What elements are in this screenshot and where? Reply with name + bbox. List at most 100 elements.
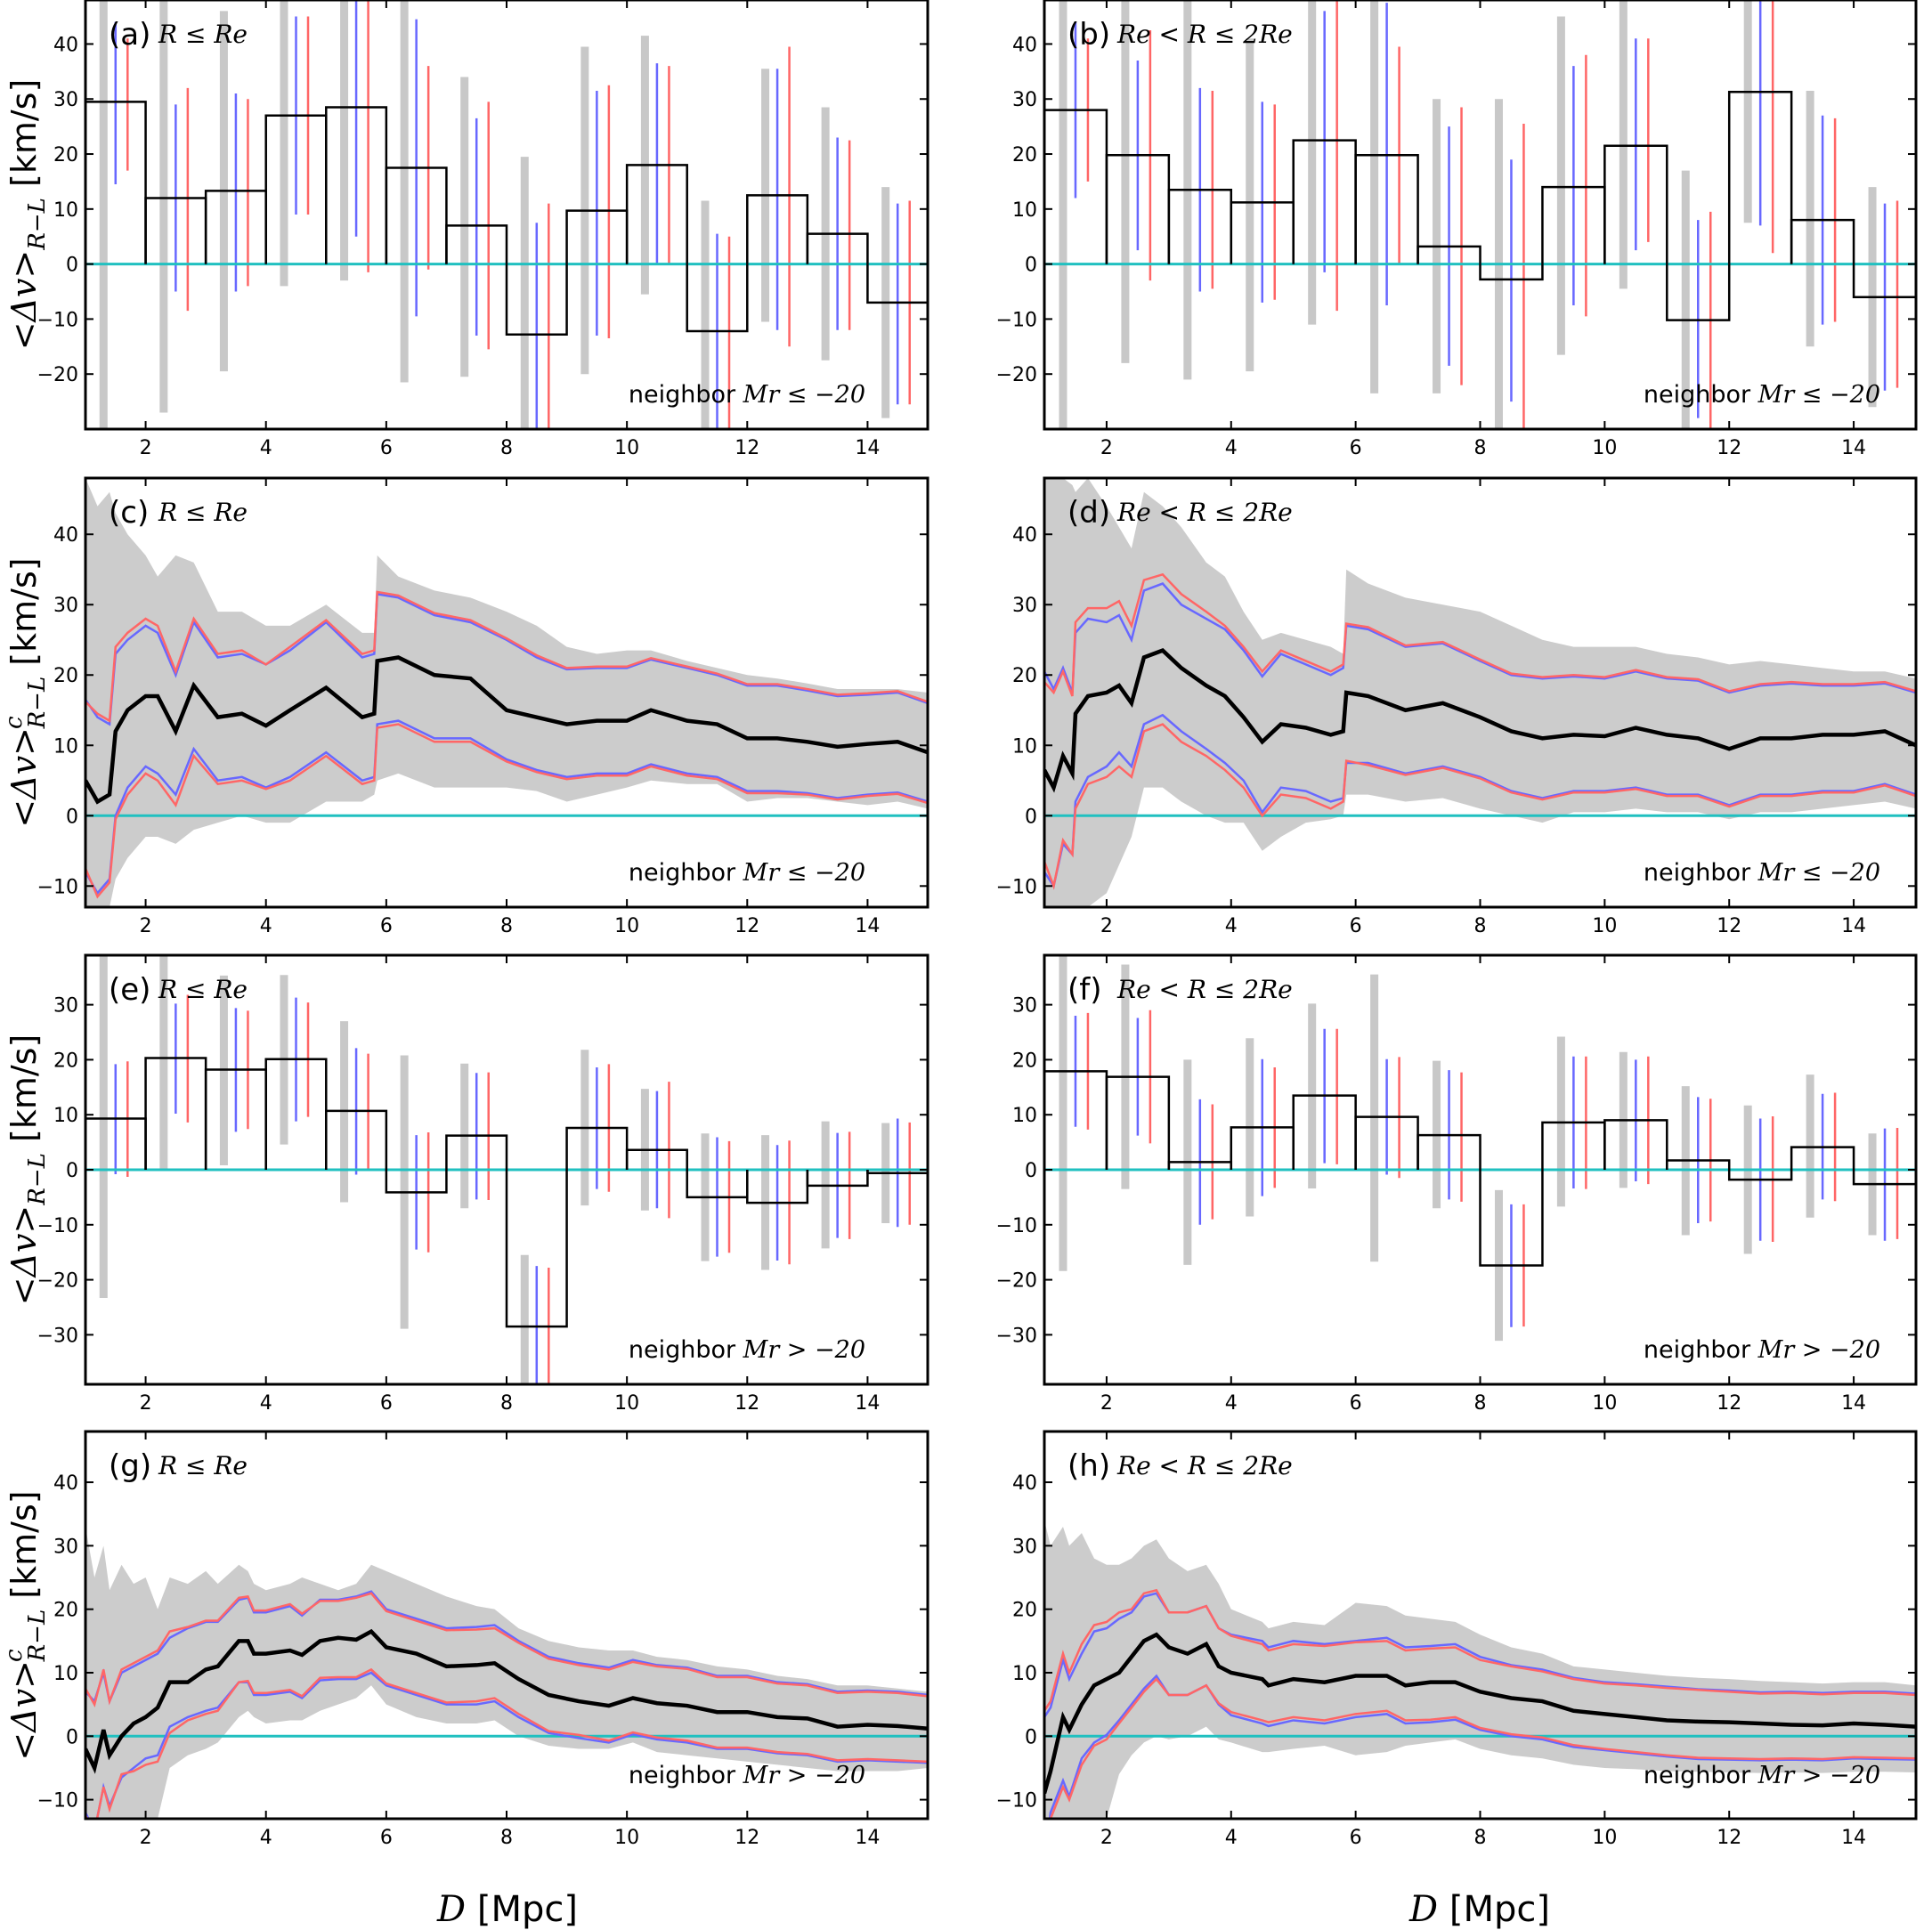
red-lower-line [85,1667,928,1819]
panel-label: (a) [109,17,150,53]
panel-a: 2 4 6 8 10 12 14 −20 −10 0 10 20 30 40 (a) R ≤ Re neighb… [37,0,929,459]
y-tick-label: 40 [1012,34,1037,56]
histogram-bar [1790,218,1855,264]
region-label: R ≤ Re [158,1451,248,1480]
histogram-bar [385,1170,448,1194]
y-tick-label: −30 [37,1325,78,1347]
axes-frame [84,0,929,431]
histogram-bar [1417,245,1481,264]
plot-area [85,955,928,1384]
y-tick-label: 10 [53,1105,78,1127]
x-tick-label: 2 [140,915,152,937]
histogram-bar [1603,1119,1668,1170]
ylabel-text: <Δv>cR−L [km/s] [1,557,51,827]
ylabel-text: <Δv>cR−L [km/s] [1,1490,51,1760]
histogram-bar [746,194,809,264]
histogram-bar [866,1170,928,1174]
x-tick-label: 2 [1100,437,1113,459]
neighbor-annotation: neighbor Mr ≤ −20 [629,859,865,887]
y-tick-label: 10 [1012,1663,1037,1685]
red-upper-line [85,1592,928,1707]
histogram-bar [1852,1170,1916,1186]
histogram-bar [445,224,508,264]
x-tick-label: 4 [260,1827,272,1849]
y-tick-label: 40 [53,524,78,547]
histogram-bar [1727,90,1793,264]
mean-line [1044,1632,1916,1795]
blue-upper-line [85,592,928,726]
x-tick-label: 12 [735,915,759,937]
x-tick-label: 12 [1717,1827,1741,1849]
y-tick-label: 20 [1012,144,1037,166]
histogram-bar [85,101,147,264]
blue-lower-line [85,1671,928,1819]
histogram-bar [325,1109,388,1170]
y-tick-label: 0 [66,255,78,277]
red-upper-line [85,590,928,723]
x-tick-label: 10 [1592,1827,1617,1849]
region-label: R ≤ Re [158,20,248,49]
axes-frame [1043,0,1918,431]
region-label: R ≤ Re [158,498,248,527]
x-tick-label: 2 [1100,915,1113,937]
x-tick-label: 4 [1225,437,1238,459]
plot-area [85,1526,928,1819]
x-tick-label: 2 [1100,1392,1113,1415]
x-tick-label: 12 [1717,1392,1741,1415]
region-label: Re < R ≤ 2Re [1116,20,1293,49]
x-tick-label: 12 [735,1392,759,1415]
x-tick-label: 6 [1350,1827,1362,1849]
y-tick-label: −10 [37,1215,78,1237]
y-tick-label: 10 [1012,735,1037,758]
x-tick-label: 10 [1592,915,1617,937]
y-tick-label: 0 [66,1726,78,1748]
y-tick-label: 40 [1012,1472,1037,1495]
x-tick-label: 14 [1841,1827,1866,1849]
histogram-bar [686,264,749,333]
neighbor-annotation: neighbor Mr ≤ −20 [1644,859,1880,887]
x-tick-label: 6 [380,437,393,459]
y-tick-label: 40 [1012,524,1037,547]
panel-d: 2 4 6 8 10 12 14 −10 0 10 20 30 40 (d) Re < R ≤ 2Re nei… [996,476,1918,937]
y-tick-label: 20 [53,665,78,687]
y-tick-label: −20 [996,364,1037,386]
y-tick-label: −10 [996,1790,1037,1812]
panel-g: 2 4 6 8 10 12 14 −10 0 10 20 30 40 (g) R ≤ Re neighbor … [37,1430,929,1849]
x-tick-label: 12 [735,437,759,459]
histogram-bar [505,1170,568,1328]
x-tick-label: 6 [380,915,393,937]
x-tick-label: 8 [1474,1827,1487,1849]
y-tick-label: 0 [1025,1726,1037,1748]
x-tick-label: 12 [1717,915,1741,937]
x-tick-label: 10 [614,1827,639,1849]
plot-area [1044,478,1916,907]
panel-label: (b) [1067,17,1110,53]
neighbor-annotation: neighbor Mr > −20 [1644,1762,1880,1789]
ylabel-text: <Δv>R−L [km/s] [4,79,51,351]
neighbor-annotation: neighbor Mr ≤ −20 [1644,381,1880,409]
y-tick-label: 30 [53,89,78,111]
x-tick-label: 6 [1350,437,1362,459]
y-tick-label: −20 [37,1270,78,1293]
histogram-bar [505,264,568,336]
ylabel-row-2: <Δv>cR−L [km/s] [1,557,51,827]
y-tick-label: 30 [1012,89,1037,111]
blue-lower-line [1048,1674,1916,1819]
x-tick-label: 8 [500,437,513,459]
x-tick-label: 14 [855,1392,880,1415]
x-tick-label: 6 [1350,1392,1362,1415]
histogram-bar [625,1148,688,1170]
panel-label: (e) [109,972,150,1008]
y-tick-label: 0 [1025,806,1037,828]
x-tick-label: 2 [140,437,152,459]
histogram-bar [1790,1146,1855,1170]
histogram-bar [625,164,688,264]
histogram-bar [1479,264,1544,281]
y-tick-label: 10 [1012,1105,1037,1127]
xlabel-right: D [Mpc] [1408,1889,1550,1930]
x-tick-label: 4 [260,915,272,937]
panel-c: 2 4 6 8 10 12 14 −10 0 10 20 30 40 (c) R ≤ Re neighbor … [37,476,929,937]
neighbor-annotation: neighbor Mr ≤ −20 [629,381,865,409]
y-tick-label: 0 [66,1160,78,1182]
